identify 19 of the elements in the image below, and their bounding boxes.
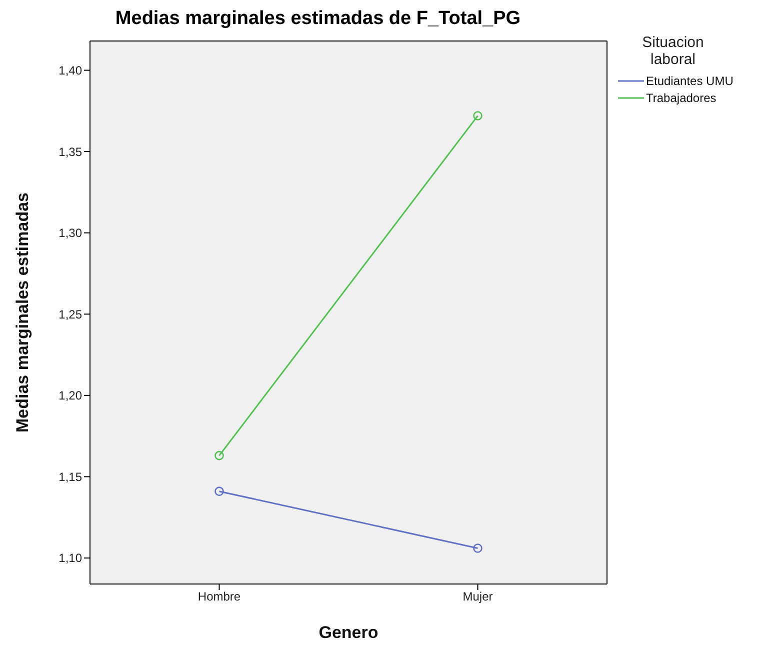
x-tick-label: Mujer: [462, 590, 493, 604]
y-tick-label: 1,20: [58, 388, 82, 403]
legend-title: Situacion laboral: [641, 34, 705, 68]
point: [473, 544, 482, 553]
legend-label: Trabajadores: [646, 90, 716, 104]
y-tick-label: 1,35: [58, 144, 82, 159]
y-tick-label: 1,30: [58, 226, 82, 240]
x-axis-title: Genero: [318, 623, 378, 642]
chart-title: Medias marginales estimadas de F_Total_PG: [114, 8, 522, 31]
y-axis-title: Medias marginales estimadas: [13, 192, 32, 433]
y-tick-label: 1,15: [58, 470, 82, 484]
y-tick-label: 1,25: [58, 307, 82, 322]
x-tick-label: Hombre: [198, 590, 241, 604]
point: [473, 111, 482, 120]
y-tick-label: 1,40: [58, 64, 82, 78]
point: [214, 450, 224, 460]
y-tick-label: 1,10: [58, 551, 82, 566]
legend-label: Etudiantes UMU: [646, 74, 734, 88]
point: [214, 486, 224, 496]
